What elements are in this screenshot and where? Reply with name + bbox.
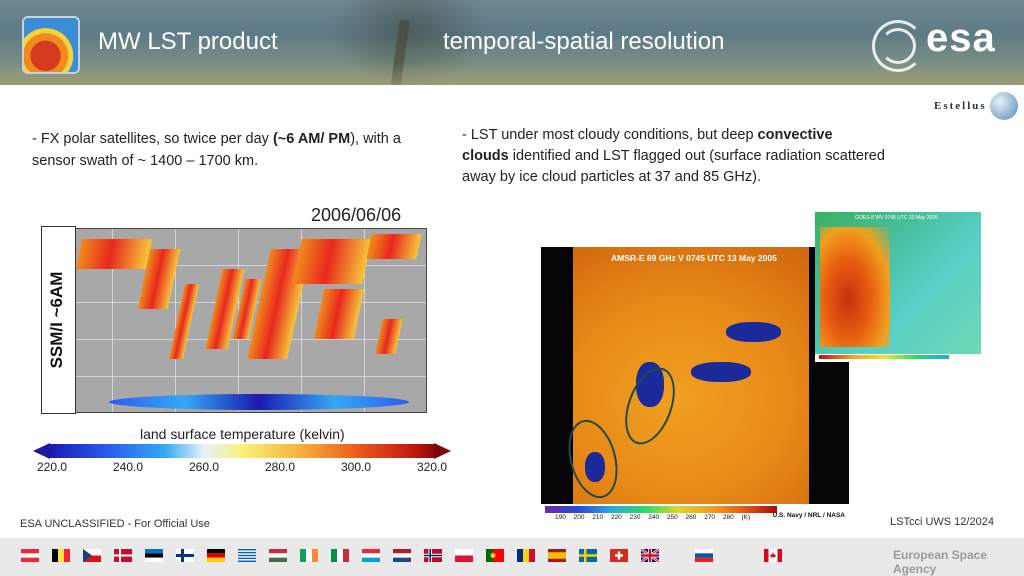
amsr-banner: AMSR-E 89 GHz V 0745 UTC 13 May 2005	[611, 253, 777, 263]
header-banner: MW LST product temporal-spatial resoluti…	[0, 0, 1024, 85]
map-swath	[292, 239, 372, 284]
colorbar-tick: 300.0	[340, 460, 372, 474]
globe-icon	[990, 92, 1018, 120]
cold-cloud-region	[585, 452, 605, 482]
product-title: MW LST product	[98, 28, 278, 55]
ssmi-label: SSM/I ~6AM	[47, 271, 66, 369]
flag-spain-icon	[548, 549, 566, 562]
colorbar-title: land surface temperature (kelvin)	[140, 426, 345, 442]
inset-colorbar-gradient	[819, 355, 949, 359]
map-gridline	[49, 339, 426, 340]
great-lake	[691, 362, 751, 382]
great-lake	[726, 322, 781, 342]
map-gridline	[49, 376, 426, 377]
flag-italy-icon	[331, 549, 349, 562]
colorbar-tick: 220.0	[36, 460, 68, 474]
footer-reference: LSTcci UWS 12/2024	[890, 516, 994, 528]
cold-cloud-region	[636, 362, 664, 407]
flag-poland-icon	[455, 549, 473, 562]
right-description: - LST under most cloudy conditions, but …	[462, 125, 912, 188]
colorbar-min-arrow	[33, 443, 50, 459]
map-swath	[313, 289, 365, 339]
right-text-bold-1: convective	[757, 127, 833, 143]
esa-swirl-inner-icon	[880, 28, 916, 64]
goes-inset-image: GOES-8 WV 0745 UTC 13 May 2005	[815, 212, 981, 362]
colorbar-tick: 260.0	[188, 460, 220, 474]
flag-finland-icon	[176, 549, 194, 562]
colorbar-tick: 240.0	[112, 460, 144, 474]
left-text-prefix: - FX polar satellites, so twice per day	[32, 131, 273, 147]
inset-colorbar	[815, 354, 981, 362]
estellus-name: Estellus	[934, 100, 987, 112]
left-text-suffix: ), with a sensor swath of ~ 1400 – 1700 …	[32, 131, 401, 169]
flag-luxembourg-icon	[362, 549, 380, 562]
flag-austria-icon	[21, 549, 39, 562]
flag-estonia-icon	[145, 549, 163, 562]
amsr-credit: U.S. Navy / NRL / NASA	[772, 512, 845, 519]
colorbar-tick: 280.0	[264, 460, 296, 474]
lst-globe-icon	[22, 16, 80, 74]
map-gridline	[112, 229, 113, 412]
inset-warm-region	[820, 227, 890, 347]
colorbar-max-arrow	[434, 443, 451, 459]
amsr-colorbar: 190 200 210 220 230 240 250 260 270 280 …	[541, 504, 849, 524]
map-swath	[366, 234, 422, 259]
map-swath	[375, 319, 403, 354]
flag-belgium-icon	[52, 549, 70, 562]
right-text-suffix: identified and LST flagged out (surface …	[462, 148, 885, 185]
map-swath	[169, 284, 199, 359]
flag-hungary-icon	[269, 549, 287, 562]
estellus-logo: Estellus	[934, 92, 1020, 122]
flag-slovenia-icon	[695, 549, 713, 562]
esa-logo: esa	[872, 16, 1012, 72]
esa-swirl-icon	[872, 20, 924, 72]
amsr-colorbar-gradient	[545, 506, 777, 513]
map-gridline	[49, 265, 426, 266]
section-title: temporal-spatial resolution	[443, 28, 725, 55]
antarctica-cold-region	[109, 394, 409, 410]
map-gridline	[49, 302, 426, 303]
flag-denmark-icon	[114, 549, 132, 562]
esa-logo-text: esa	[926, 16, 996, 60]
right-text-prefix: - LST under most cloudy conditions, but …	[462, 127, 758, 143]
flag-germany-icon	[207, 549, 225, 562]
flag-canada-icon	[764, 549, 782, 562]
inset-banner: GOES-8 WV 0745 UTC 13 May 2005	[855, 215, 938, 221]
flag-sweden-icon	[579, 549, 597, 562]
amsr-colorbar-scale: 190 200 210 220 230 240 250 260 270 280 …	[555, 514, 751, 521]
classification-label: ESA UNCLASSIFIED - For Official Use	[20, 518, 210, 530]
flag-romania-icon	[517, 549, 535, 562]
flag-ireland-icon	[300, 549, 318, 562]
lst-world-map	[48, 228, 427, 413]
colorbar	[50, 444, 434, 458]
flag-netherlands-icon	[393, 549, 411, 562]
colorbar-tick: 320.0	[416, 460, 448, 474]
flag-czechia-icon	[83, 549, 101, 562]
flag-portugal-icon	[486, 549, 504, 562]
flag-norway-icon	[424, 549, 442, 562]
flag-united-kingdom-icon	[641, 549, 659, 562]
agency-name: European Space Agency	[893, 548, 988, 576]
footer-bar	[0, 538, 1024, 576]
left-description: - FX polar satellites, so twice per day …	[32, 128, 432, 172]
right-text-bold-2: clouds	[462, 148, 509, 164]
map-date: 2006/06/06	[311, 205, 402, 225]
no-data-left	[541, 247, 573, 524]
map-swath	[75, 239, 153, 269]
map-gridline	[364, 229, 365, 412]
background-ground	[0, 63, 1024, 85]
left-text-bold: (~6 AM/ PM	[272, 131, 351, 147]
flag-switzerland-icon	[610, 549, 628, 562]
flag-greece-icon	[238, 549, 256, 562]
map-gridline	[175, 229, 176, 412]
map-gridline	[301, 229, 302, 412]
ssmi-label-box	[41, 226, 76, 414]
